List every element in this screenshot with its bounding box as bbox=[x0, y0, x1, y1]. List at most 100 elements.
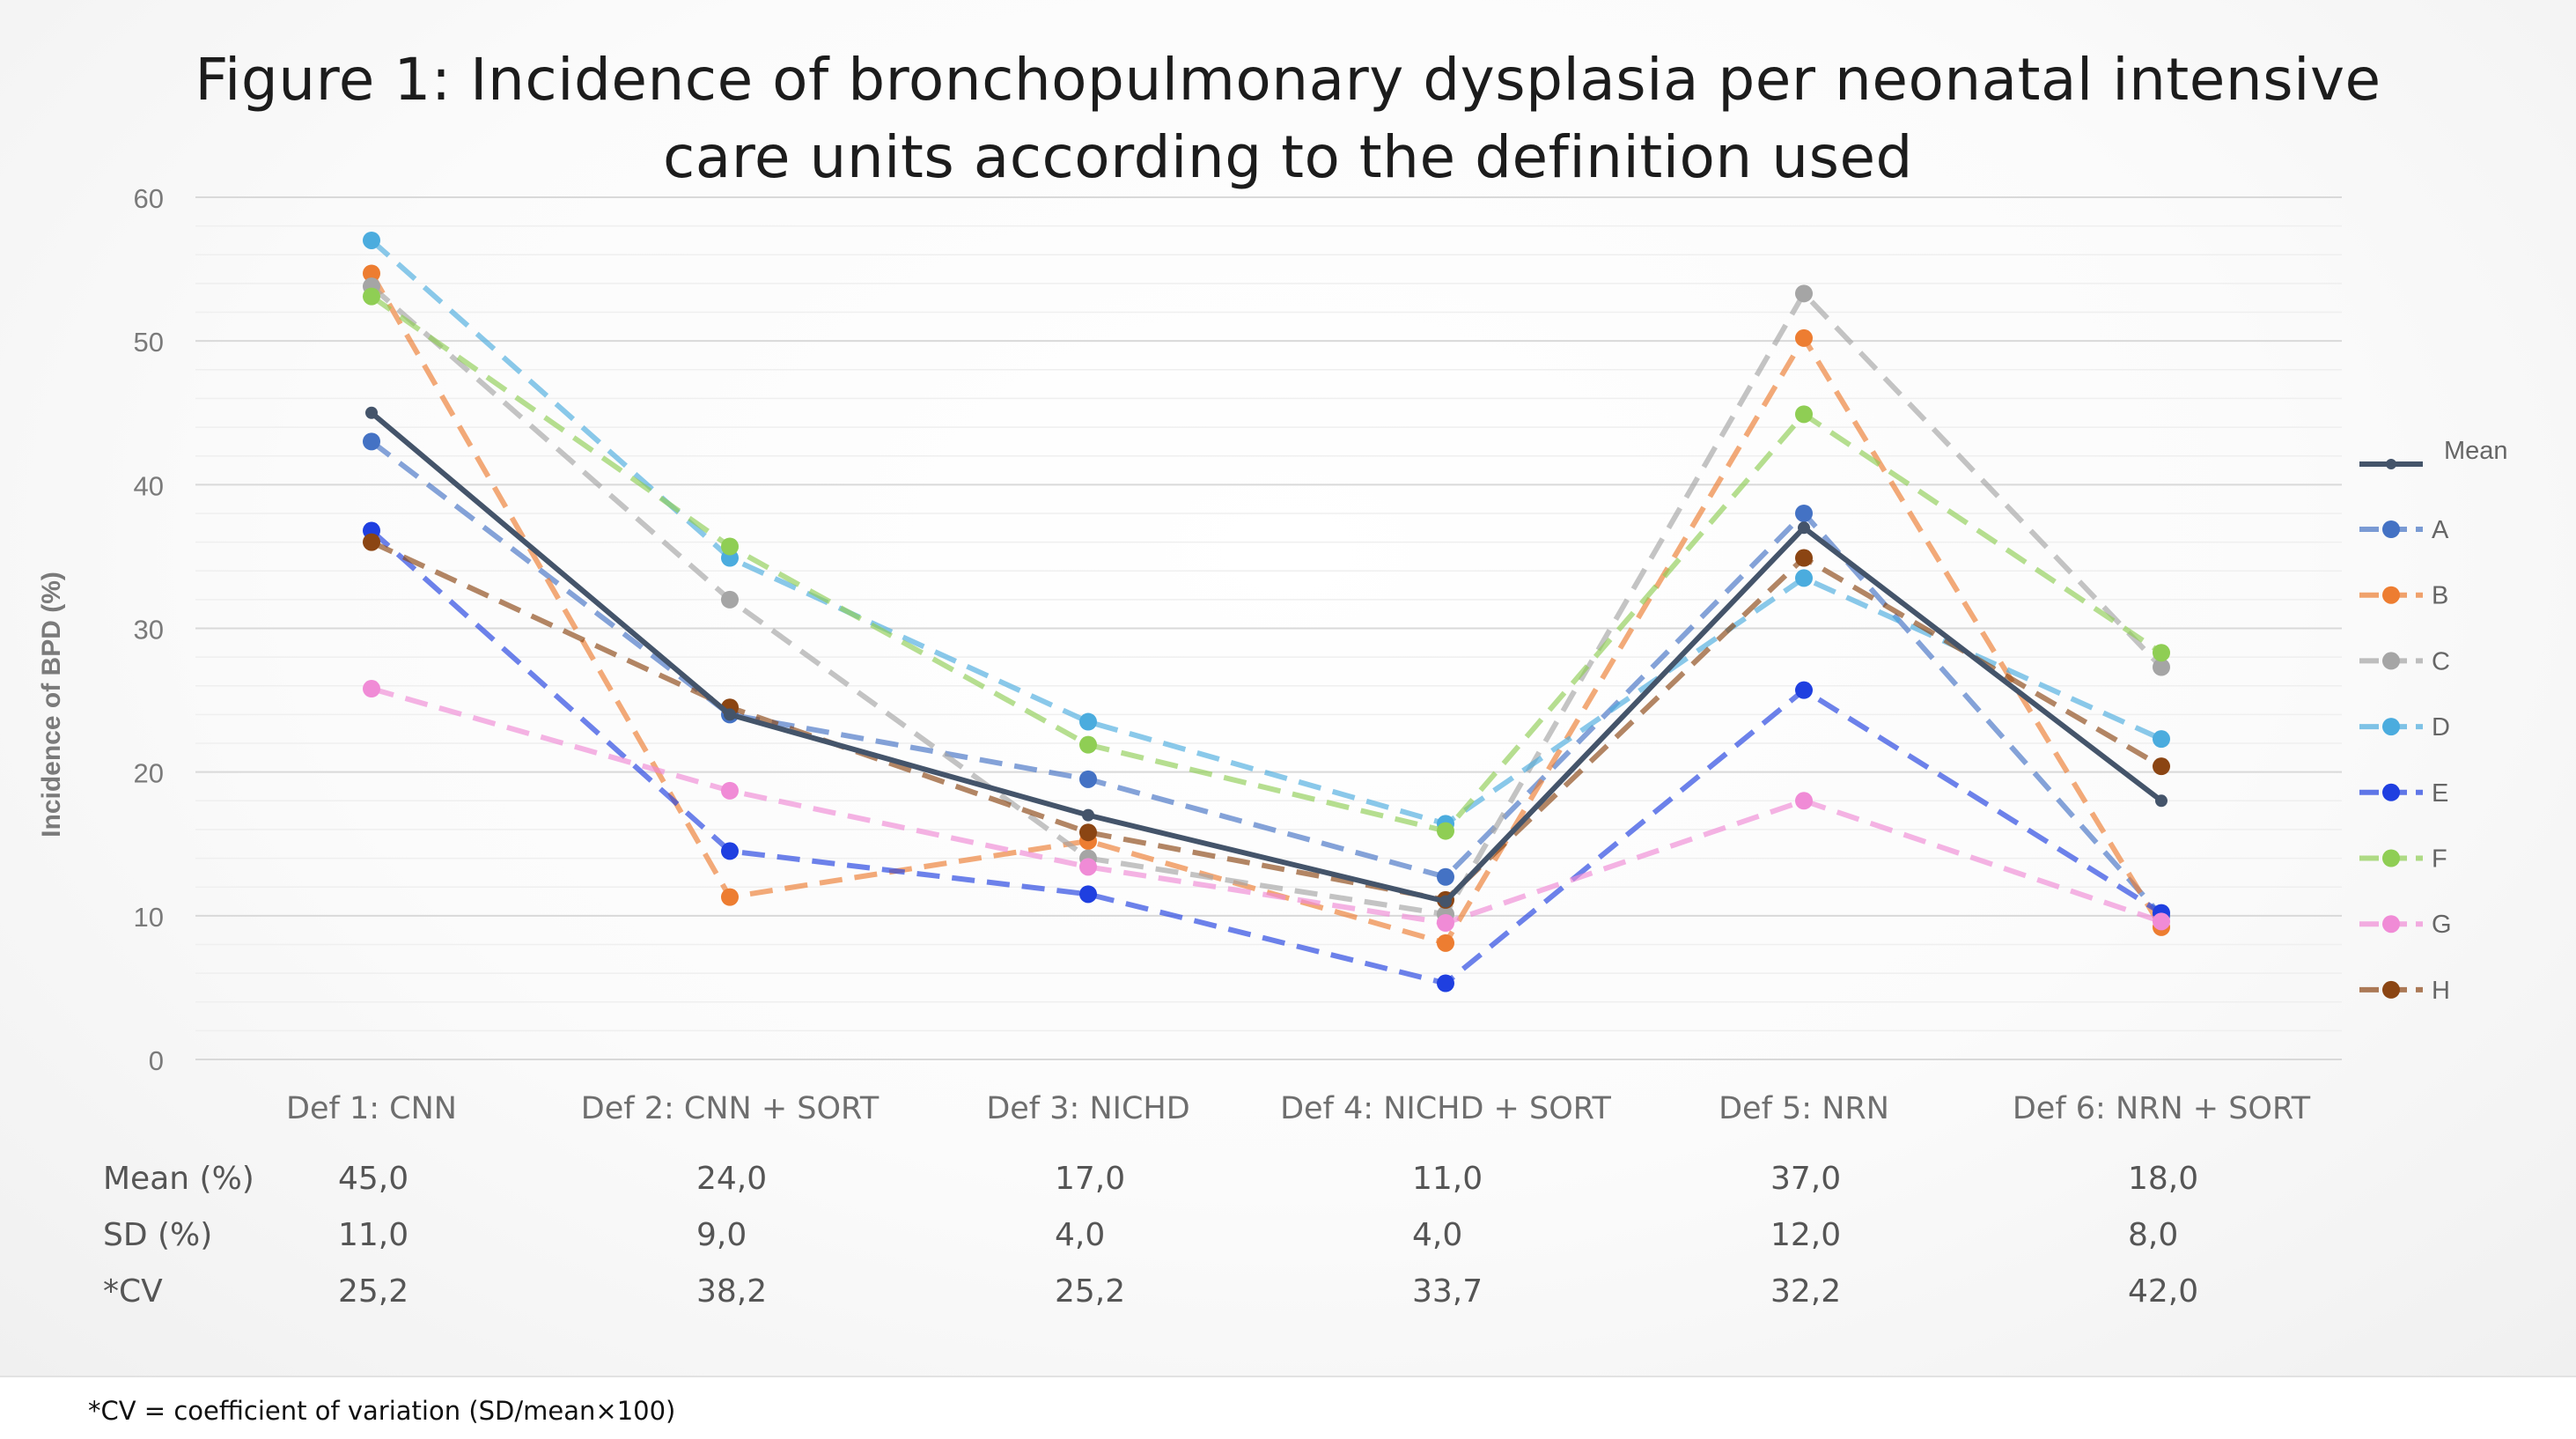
data-point bbox=[1079, 885, 1097, 904]
footnote: *CV = coefficient of variation (SD/mean×… bbox=[88, 1396, 676, 1426]
data-point bbox=[1079, 858, 1097, 876]
legend-swatch-marker bbox=[2386, 459, 2396, 469]
data-point bbox=[1795, 549, 1813, 567]
data-point bbox=[1079, 823, 1097, 842]
legend-label: C bbox=[2432, 647, 2450, 675]
data-point bbox=[1079, 770, 1097, 788]
stat-value: 37,0 bbox=[1770, 1161, 1842, 1197]
legend-item-b: B bbox=[2359, 582, 2448, 610]
legend-swatch-marker bbox=[2382, 783, 2400, 801]
data-point bbox=[1439, 895, 1452, 908]
data-point bbox=[1079, 712, 1097, 731]
stat-row-label: Mean (%) bbox=[103, 1161, 254, 1197]
y-tick-label: 60 bbox=[134, 183, 164, 214]
data-point bbox=[1795, 405, 1813, 424]
legend-label: F bbox=[2432, 845, 2447, 874]
data-point bbox=[1795, 569, 1813, 587]
data-point bbox=[1437, 974, 1454, 993]
data-point bbox=[1795, 504, 1813, 522]
data-point bbox=[365, 406, 378, 419]
legend-swatch-marker bbox=[2382, 980, 2400, 999]
chart-title-line-1: Figure 1: Incidence of bronchopulmonary … bbox=[195, 46, 2381, 114]
series-f bbox=[363, 287, 2170, 840]
data-point bbox=[363, 432, 380, 451]
y-tick-label: 0 bbox=[149, 1045, 164, 1076]
legend-label: A bbox=[2432, 516, 2449, 544]
series-line bbox=[370, 439, 2164, 918]
y-tick-label: 10 bbox=[134, 902, 164, 933]
data-point bbox=[2153, 757, 2170, 776]
stat-value: 17,0 bbox=[1055, 1161, 1126, 1197]
data-point bbox=[1437, 867, 1454, 886]
legend-swatch-marker bbox=[2382, 718, 2400, 736]
legend-swatch-marker bbox=[2382, 849, 2400, 867]
series-line bbox=[371, 686, 2162, 926]
stat-value: 9,0 bbox=[696, 1217, 747, 1253]
stat-value: 38,2 bbox=[696, 1273, 768, 1310]
x-axis-categories: Def 1: CNN Def 2: CNN + SORT Def 3: NICHD D… bbox=[286, 1091, 2311, 1126]
data-point bbox=[721, 781, 739, 800]
data-point bbox=[2153, 912, 2170, 931]
stat-value: 8,0 bbox=[2128, 1217, 2179, 1253]
line-chart: 0 10 20 30 40 50 60 Def 1: CNN Def 2: CNN + SOR… bbox=[37, 183, 2508, 1126]
y-axis-ticks: 0 10 20 30 40 50 60 bbox=[134, 183, 164, 1076]
x-category-label: Def 6: NRN + SORT bbox=[2013, 1091, 2311, 1126]
stat-value: 45,0 bbox=[338, 1161, 409, 1197]
legend-swatch-marker bbox=[2382, 652, 2400, 670]
stat-value: 11,0 bbox=[338, 1217, 409, 1253]
series-d bbox=[363, 231, 2170, 833]
legend-swatch-marker bbox=[2382, 915, 2400, 934]
stat-value: 4,0 bbox=[1412, 1217, 1463, 1253]
y-tick-label: 40 bbox=[134, 470, 164, 501]
data-point bbox=[1437, 913, 1454, 932]
stat-value: 12,0 bbox=[1770, 1217, 1842, 1253]
legend-label: G bbox=[2432, 911, 2452, 939]
data-point bbox=[721, 842, 739, 860]
data-point bbox=[724, 708, 736, 721]
data-point bbox=[1795, 328, 1813, 347]
series-line bbox=[370, 284, 2164, 918]
data-point bbox=[1437, 822, 1454, 840]
stat-value: 11,0 bbox=[1412, 1161, 1483, 1197]
data-point bbox=[2153, 658, 2170, 676]
chart-panel bbox=[0, 0, 2576, 1377]
series-line bbox=[370, 410, 2163, 904]
legend-item-a: A bbox=[2359, 516, 2449, 544]
series-e bbox=[363, 521, 2170, 993]
legend-label: E bbox=[2432, 779, 2448, 808]
x-category-label: Def 2: CNN + SORT bbox=[581, 1091, 880, 1126]
legend-label: B bbox=[2432, 582, 2448, 610]
y-tick-label: 20 bbox=[134, 758, 164, 789]
y-axis-label: Incidence of BPD (%) bbox=[37, 572, 66, 838]
data-point bbox=[363, 680, 380, 698]
data-point bbox=[2155, 794, 2168, 808]
series-line bbox=[369, 271, 2164, 946]
series-a bbox=[363, 432, 2170, 925]
data-point bbox=[363, 287, 380, 306]
data-point bbox=[1082, 808, 1094, 822]
data-point bbox=[721, 590, 739, 609]
stat-value: 32,2 bbox=[1770, 1273, 1842, 1310]
stat-value: 24,0 bbox=[696, 1161, 768, 1197]
legend-swatch-marker bbox=[2382, 586, 2400, 604]
legend-swatch-marker bbox=[2382, 520, 2400, 538]
data-point bbox=[1798, 521, 1810, 535]
data-point bbox=[363, 533, 380, 551]
data-point bbox=[721, 888, 739, 906]
stat-value: 33,7 bbox=[1412, 1273, 1483, 1310]
y-tick-label: 50 bbox=[134, 327, 164, 358]
legend-label: D bbox=[2432, 713, 2450, 742]
data-point bbox=[363, 264, 380, 283]
legend-item-f: F bbox=[2359, 845, 2447, 874]
legend-item-mean: Mean bbox=[2359, 437, 2508, 469]
series-line bbox=[370, 539, 2163, 903]
stat-value: 25,2 bbox=[1055, 1273, 1126, 1310]
data-point bbox=[1795, 681, 1813, 699]
data-point bbox=[721, 537, 739, 556]
x-category-label: Def 4: NICHD + SORT bbox=[1280, 1091, 1611, 1126]
x-category-label: Def 3: NICHD bbox=[986, 1091, 1189, 1126]
legend-item-g: G bbox=[2359, 911, 2452, 939]
y-tick-label: 30 bbox=[134, 615, 164, 646]
legend-item-d: D bbox=[2359, 713, 2450, 742]
data-point bbox=[1795, 284, 1813, 303]
